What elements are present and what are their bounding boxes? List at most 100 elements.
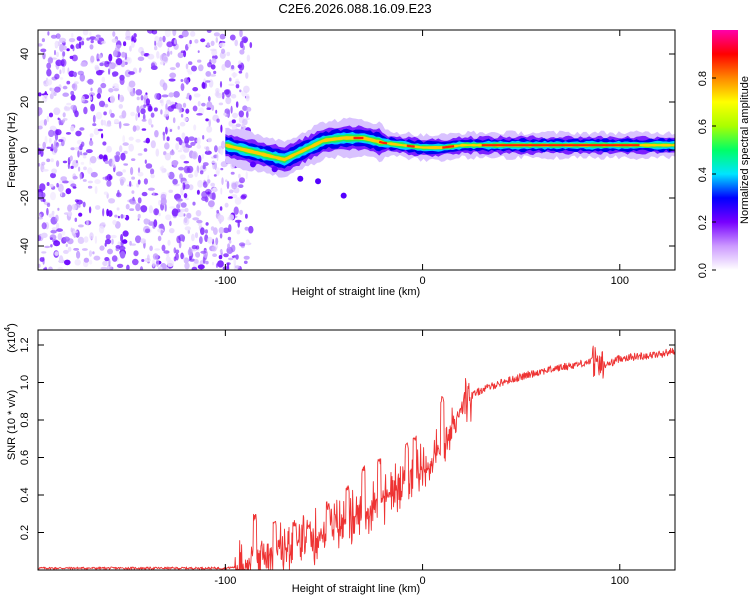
noise-speckle <box>172 117 176 124</box>
noise-speckle <box>170 50 173 55</box>
noise-speckle <box>103 191 109 195</box>
noise-speckle <box>118 94 124 103</box>
noise-speckle <box>231 72 238 78</box>
noise-speckle <box>159 36 163 42</box>
noise-speckle <box>135 89 143 96</box>
noise-speckle <box>203 78 206 83</box>
noise-speckle <box>113 88 119 92</box>
noise-speckle <box>55 214 59 222</box>
noise-speckle <box>137 197 142 204</box>
colorbar-gradient <box>712 30 738 270</box>
noise-speckle <box>137 171 144 177</box>
noise-speckle <box>56 228 63 232</box>
noise-speckle <box>189 39 192 45</box>
noise-speckle <box>90 103 95 112</box>
noise-speckle <box>46 79 53 86</box>
ridge-blob-1 <box>315 178 322 185</box>
noise-speckle <box>55 59 63 67</box>
noise-speckle <box>198 64 204 72</box>
noise-speckle <box>90 39 94 44</box>
noise-speckle <box>245 117 250 121</box>
noise-speckle <box>228 224 232 233</box>
noise-speckle <box>164 203 167 212</box>
noise-speckle <box>86 220 89 226</box>
noise-speckle <box>107 248 113 255</box>
noise-speckle <box>122 230 129 237</box>
noise-speckle <box>238 110 244 118</box>
noise-speckle <box>65 243 68 247</box>
noise-speckle <box>229 34 236 41</box>
noise-speckle <box>100 82 107 89</box>
noise-speckle <box>188 61 193 65</box>
noise-speckle <box>215 92 223 99</box>
noise-speckle <box>87 167 93 175</box>
noise-speckle <box>160 197 167 206</box>
noise-speckle <box>98 100 106 108</box>
noise-speckle <box>227 243 231 250</box>
noise-speckle <box>223 112 227 116</box>
noise-speckle <box>57 207 60 211</box>
noise-speckle <box>202 181 208 188</box>
noise-speckle <box>172 178 178 185</box>
noise-speckle <box>55 33 61 39</box>
noise-speckle <box>44 245 51 249</box>
noise-speckle <box>223 253 229 258</box>
snr-frame <box>37 329 676 571</box>
noise-speckle <box>65 132 72 135</box>
noise-speckle <box>221 140 226 149</box>
noise-speckle <box>227 236 232 241</box>
noise-speckle <box>51 227 58 231</box>
noise-speckle <box>105 175 108 181</box>
noise-speckle <box>137 111 140 118</box>
noise-speckle <box>119 176 126 184</box>
noise-speckle <box>184 262 190 270</box>
noise-speckle <box>109 95 115 104</box>
noise-speckle <box>169 228 175 234</box>
spectrogram-ticks: -100 0 100 40 20 0 -20 -40 <box>19 30 675 287</box>
noise-speckle <box>164 152 172 161</box>
noise-speckle <box>59 77 64 80</box>
noise-speckle <box>231 124 237 131</box>
noise-speckle <box>135 203 141 212</box>
noise-speckle <box>152 253 159 260</box>
noise-speckle <box>193 124 197 131</box>
noise-speckle <box>238 173 241 179</box>
noise-speckle <box>169 67 176 71</box>
noise-speckle <box>67 246 72 252</box>
noise-speckle <box>113 50 118 57</box>
noise-speckle <box>200 250 207 254</box>
noise-speckle <box>104 257 110 262</box>
noise-speckle <box>66 80 71 85</box>
noise-speckle <box>185 197 189 201</box>
noise-speckle <box>191 151 198 160</box>
noise-speckle <box>233 257 237 266</box>
snr-x-tick-label: -100 <box>214 575 236 587</box>
noise-speckle <box>102 260 108 267</box>
colorbar: 0.0 0.2 0.4 0.6 0.8 Normalized spectral ampl… <box>697 30 750 278</box>
noise-speckle <box>201 81 208 89</box>
noise-speckle <box>167 239 171 246</box>
noise-speckle <box>225 179 228 183</box>
noise-speckle <box>89 44 94 50</box>
noise-speckle <box>38 263 41 268</box>
noise-speckle <box>212 253 218 257</box>
noise-speckle <box>66 102 72 106</box>
noise-speckle <box>194 170 199 178</box>
noise-speckle <box>59 37 66 44</box>
noise-speckle <box>197 264 205 270</box>
noise-speckle <box>230 171 235 175</box>
noise-speckle <box>43 119 48 126</box>
noise-speckle <box>177 52 184 59</box>
noise-speckle <box>137 218 140 221</box>
noise-speckle <box>228 214 235 221</box>
noise-speckle <box>121 51 126 58</box>
noise-speckle <box>80 62 87 67</box>
noise-speckle <box>219 81 223 88</box>
noise-speckle <box>216 209 220 214</box>
noise-speckle <box>50 191 56 201</box>
noise-speckle <box>197 101 201 107</box>
noise-speckle <box>168 78 176 82</box>
noise-speckle <box>89 156 97 164</box>
noise-speckle <box>157 39 163 48</box>
noise-speckle <box>221 177 224 186</box>
